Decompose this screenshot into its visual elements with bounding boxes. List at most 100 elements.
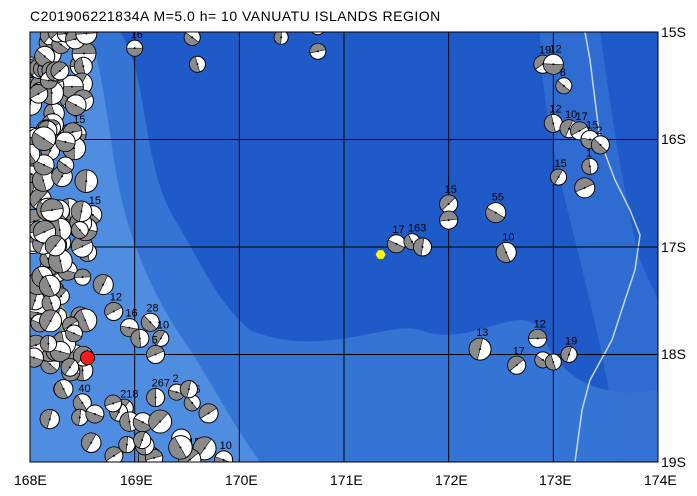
focal-mechanism-beachball bbox=[168, 435, 193, 460]
focal-mechanism-beachball bbox=[118, 435, 136, 454]
focal-mechanism-beachball bbox=[104, 302, 124, 321]
focal-mechanism-beachball bbox=[528, 328, 548, 348]
focal-mechanism-beachball bbox=[39, 335, 58, 353]
beachball-depth-label: 13 bbox=[476, 327, 488, 339]
beachball-depth-label: 163 bbox=[408, 223, 426, 235]
focal-mechanism-beachball bbox=[179, 380, 198, 399]
beachball-depth-label: 28 bbox=[146, 302, 158, 314]
focal-mechanism-beachball bbox=[198, 403, 219, 424]
focal-mechanism-beachball bbox=[543, 113, 563, 133]
map-frame bbox=[29, 31, 659, 463]
focal-mechanism-beachball bbox=[130, 328, 150, 348]
beachball-depth-label: 267 bbox=[152, 378, 170, 390]
focal-mechanism-beachball bbox=[70, 221, 89, 239]
focal-mechanism-beachball bbox=[40, 198, 64, 222]
focal-mechanism-beachball bbox=[146, 388, 166, 407]
focal-mechanism-beachball bbox=[133, 430, 152, 450]
focal-mechanism-beachball bbox=[413, 237, 432, 257]
station-marker bbox=[375, 250, 386, 259]
beachball-depth-label: 15 bbox=[586, 120, 598, 132]
focal-mechanism-beachball bbox=[273, 32, 289, 45]
beachball-layer: 1612121815152121628105215267218151040171… bbox=[30, 29, 610, 462]
focal-mechanism-beachball bbox=[439, 194, 459, 214]
focal-mechanism-beachball bbox=[80, 432, 102, 453]
focal-mechanism-beachball bbox=[574, 177, 596, 199]
focal-mechanism-beachball bbox=[70, 200, 93, 223]
lat-label-18S: 18S bbox=[661, 346, 686, 362]
focal-mechanism-beachball bbox=[39, 408, 60, 430]
beachball-depth-label: 10 bbox=[157, 319, 169, 331]
focal-mechanism-beachball bbox=[31, 126, 57, 151]
focal-mechanism-beachball bbox=[60, 358, 80, 377]
main-event-marker bbox=[80, 350, 96, 366]
focal-mechanism-beachball bbox=[140, 312, 160, 332]
beachball-depth-label: 12 bbox=[534, 318, 546, 330]
beachball-depth-label: 2 bbox=[596, 125, 602, 137]
focal-mechanism-beachball bbox=[555, 77, 573, 95]
beachball-depth-label: 12 bbox=[110, 292, 122, 304]
focal-mechanism-beachball bbox=[309, 42, 327, 60]
focal-mechanism-beachball bbox=[214, 450, 234, 462]
focal-mechanism-beachball bbox=[148, 409, 173, 434]
lon-label-173E: 173E bbox=[539, 472, 572, 488]
beachball-depth-label: 19 bbox=[565, 336, 577, 348]
beachball-depth-label: 2 bbox=[173, 373, 179, 385]
beachball-depth-label: 15 bbox=[555, 158, 567, 170]
focal-mechanism-beachball bbox=[53, 379, 74, 399]
focal-mechanism-beachball bbox=[30, 347, 44, 368]
focal-mechanism-beachball bbox=[581, 157, 599, 175]
focal-mechanism-beachball bbox=[65, 94, 87, 116]
lat-label-15S: 15S bbox=[661, 24, 686, 40]
beachball-depth-label: 17 bbox=[513, 345, 525, 357]
lon-label-170E: 170E bbox=[225, 472, 258, 488]
focal-mechanism-beachball bbox=[495, 241, 517, 263]
beachball-depth-label: 12 bbox=[549, 103, 561, 115]
beachball-depth-label: 17 bbox=[576, 111, 588, 123]
focal-mechanism-beachball bbox=[50, 61, 70, 81]
beachball-depth-label: 5 bbox=[152, 335, 158, 347]
beachball-depth-label: 12 bbox=[549, 43, 561, 55]
beachball-depth-label: 40 bbox=[78, 383, 90, 395]
focal-mechanism-beachball bbox=[38, 274, 61, 297]
beachball-depth-label: 16 bbox=[131, 29, 143, 41]
lat-label-19S: 19S bbox=[661, 454, 686, 470]
focal-mechanism-beachball bbox=[85, 404, 105, 424]
focal-mechanism-beachball bbox=[146, 345, 166, 364]
lat-label-17S: 17S bbox=[661, 239, 686, 255]
focal-mechanism-beachball bbox=[55, 131, 76, 153]
focal-mechanism-beachball bbox=[75, 32, 98, 45]
focal-mechanism-beachball bbox=[468, 337, 492, 361]
lon-label-172E: 172E bbox=[435, 472, 468, 488]
beachball-depth-label: 15 bbox=[445, 184, 457, 196]
focal-mechanism-beachball bbox=[44, 234, 67, 257]
beachball-depth-label: 15 bbox=[89, 195, 101, 207]
focal-mechanism-beachball bbox=[104, 446, 124, 462]
focal-mechanism-beachball bbox=[74, 169, 99, 193]
trench-line bbox=[574, 32, 641, 462]
beachball-depth-label: 10 bbox=[502, 231, 514, 243]
focal-mechanism-beachball bbox=[72, 393, 92, 413]
focal-mechanism-beachball bbox=[104, 394, 122, 413]
focal-mechanism-beachball bbox=[439, 210, 459, 230]
focal-mechanism-beachball bbox=[39, 309, 63, 333]
focal-mechanism-beachball bbox=[403, 233, 421, 251]
focal-mechanism-beachball bbox=[188, 55, 206, 73]
lon-label-171E: 171E bbox=[330, 472, 363, 488]
focal-mechanism-beachball bbox=[507, 355, 527, 375]
focal-mechanism-beachball bbox=[32, 220, 57, 244]
lon-label-174E: 174E bbox=[644, 472, 677, 488]
beachball-depth-label: 1 bbox=[586, 147, 592, 159]
beachball-depth-label: 17 bbox=[392, 224, 404, 236]
beachball-depth-label: 10 bbox=[565, 109, 577, 121]
focal-mechanism-beachball bbox=[550, 168, 568, 186]
focal-mechanism-beachball bbox=[542, 53, 564, 75]
beachball-depth-label: 55 bbox=[492, 192, 504, 204]
focal-mechanism-beachball bbox=[386, 234, 406, 254]
beachball-depth-label: 16 bbox=[125, 308, 137, 320]
lat-label-16S: 16S bbox=[661, 131, 686, 147]
focal-mechanism-beachball bbox=[74, 268, 92, 286]
focal-mechanism-beachball bbox=[92, 274, 114, 296]
focal-mechanism-beachball bbox=[33, 154, 55, 176]
focal-mechanism-beachball bbox=[56, 156, 75, 174]
lon-label-168E: 168E bbox=[14, 472, 47, 488]
